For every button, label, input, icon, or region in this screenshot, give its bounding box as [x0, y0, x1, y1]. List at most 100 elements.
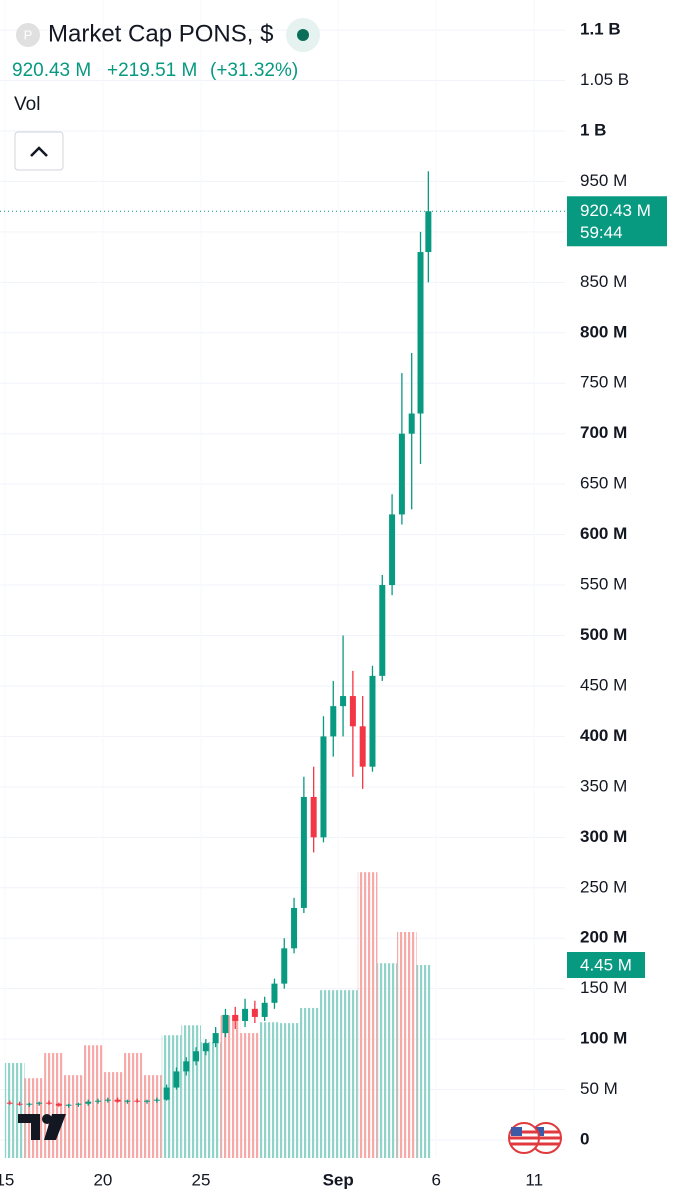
header-change-pct: (+31.32%)	[210, 60, 298, 81]
y-tick-label: 1.1 B	[580, 20, 621, 39]
candle-body	[349, 696, 356, 727]
volume-bar	[396, 932, 417, 1158]
session-flags[interactable]	[508, 1122, 562, 1154]
y-tick-label: 750 M	[580, 373, 627, 392]
volume-bar	[298, 1007, 319, 1158]
candle-body	[408, 413, 415, 434]
candle-body	[55, 1103, 62, 1106]
y-tick-label: 650 M	[580, 474, 627, 493]
volume-bar	[200, 1042, 221, 1158]
candle-body	[271, 983, 278, 1003]
y-tick-label: 600 M	[580, 524, 627, 543]
volume-bar	[279, 1023, 299, 1158]
y-tick-label: 550 M	[580, 575, 627, 594]
candle-body	[163, 1087, 170, 1100]
tv-logo	[18, 1114, 66, 1140]
x-tick-label: 15	[0, 1170, 14, 1189]
candle-body	[134, 1100, 141, 1102]
y-tick-label: 50 M	[580, 1079, 618, 1098]
candle-body	[389, 514, 396, 586]
candle-body	[369, 675, 376, 767]
y-tick-label: 700 M	[580, 423, 627, 442]
candle-body	[242, 1008, 249, 1021]
volume-bar	[161, 1035, 182, 1158]
candle-body	[26, 1103, 33, 1105]
volume-bar	[240, 1033, 260, 1158]
candle-body	[359, 726, 366, 767]
candle-body	[300, 796, 307, 908]
candle-body	[104, 1099, 111, 1101]
header-value: 920.43 M	[12, 60, 91, 81]
volume-bar	[357, 872, 378, 1158]
y-tick-label: 400 M	[580, 726, 627, 745]
y-tick-label: 500 M	[580, 625, 627, 644]
x-tick-label: 20	[93, 1170, 112, 1189]
y-tick-label: 100 M	[580, 1029, 627, 1048]
y-tick-label: 450 M	[580, 675, 627, 694]
candle-body	[379, 585, 386, 676]
y-tick-label: 350 M	[580, 776, 627, 795]
volume-label: 4.45 M	[580, 955, 632, 974]
candle-body	[398, 433, 405, 515]
status-dot	[297, 29, 309, 41]
symbol-letter: P	[24, 27, 33, 42]
volume-bar	[318, 990, 339, 1158]
countdown: 59:44	[580, 223, 623, 242]
x-tick-label: 6	[431, 1170, 440, 1189]
volume-bar	[102, 1072, 123, 1158]
candle-body	[281, 948, 288, 984]
candle-body	[232, 1014, 239, 1021]
chart-title: Market Cap PONS, $	[48, 20, 273, 47]
candle-body	[75, 1103, 82, 1105]
candle-body	[173, 1071, 180, 1088]
candle-body	[202, 1043, 209, 1052]
y-tick-label: 850 M	[580, 272, 627, 291]
x-tick-label: 25	[191, 1170, 210, 1189]
candle-body	[124, 1100, 131, 1102]
x-tick-label: 11	[525, 1170, 543, 1189]
candle-body	[320, 736, 327, 838]
candle-body	[291, 907, 298, 949]
volume-bar	[142, 1075, 162, 1158]
y-tick-label: 1 B	[580, 120, 606, 139]
volume-bar	[220, 1015, 241, 1158]
axes: 0 50 M 100 M 150 M 200 M 250 M 300 M 350 M 400 M…	[0, 20, 667, 1189]
y-tick-label: 1.05 B	[580, 70, 629, 89]
candle-body	[183, 1061, 190, 1072]
volume-bar	[259, 1022, 280, 1158]
y-tick-label: 800 M	[580, 322, 627, 341]
candle-body	[310, 796, 317, 838]
candle-body	[425, 211, 432, 253]
candle-body	[251, 1008, 258, 1017]
y-tick-label: 300 M	[580, 827, 627, 846]
candle-body	[114, 1099, 121, 1102]
candle-body	[6, 1102, 13, 1104]
x-tick-label: Sep	[323, 1170, 354, 1189]
volume-pane	[4, 872, 431, 1158]
chevron-icon	[30, 146, 48, 157]
candle-body	[330, 706, 337, 737]
price-pane	[6, 171, 432, 1108]
candle-body	[261, 1002, 268, 1017]
candle-body	[212, 1033, 219, 1044]
volume-bar	[416, 965, 431, 1158]
y-tick-label: 150 M	[580, 978, 627, 997]
y-tick-label: 0	[580, 1130, 589, 1149]
volume-label-box	[567, 952, 645, 978]
collapse-button[interactable]	[14, 131, 64, 171]
candle-body	[417, 252, 424, 414]
candle-body	[46, 1102, 53, 1104]
price-label: 920.43 M	[580, 201, 651, 220]
volume-bar	[122, 1053, 143, 1158]
y-tick-label: 250 M	[580, 877, 627, 896]
volume-bar	[338, 990, 358, 1158]
candle-body	[144, 1100, 151, 1102]
candle-body	[85, 1101, 92, 1104]
symbol-icon	[16, 23, 40, 47]
candle-body	[95, 1100, 102, 1102]
y-tick-label: 950 M	[580, 171, 627, 190]
volume-bar	[377, 963, 397, 1158]
volume-bar	[4, 1063, 25, 1158]
